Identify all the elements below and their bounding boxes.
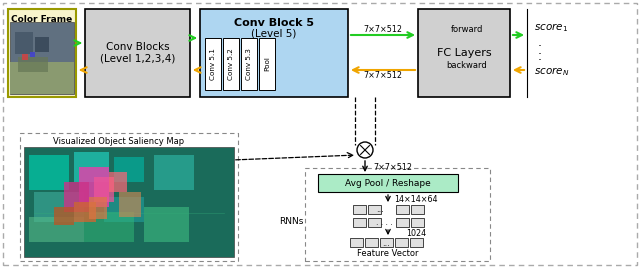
Text: (Level 5): (Level 5) [252, 28, 297, 38]
Text: 7×7×512: 7×7×512 [364, 70, 403, 80]
Bar [353, 218, 366, 227]
Text: 1024: 1024 [406, 229, 426, 239]
Bar [29, 155, 69, 190]
Bar [200, 9, 348, 97]
Bar [396, 205, 409, 214]
Bar [10, 62, 74, 94]
Text: Conv Block 5: Conv Block 5 [234, 18, 314, 28]
Bar [353, 205, 366, 214]
Text: Conv 5.1: Conv 5.1 [210, 48, 216, 80]
Bar [144, 207, 189, 242]
Text: Avg Pool / Reshape: Avg Pool / Reshape [345, 178, 431, 188]
Text: Color Frame: Color Frame [12, 14, 72, 24]
Bar [119, 192, 141, 217]
Bar [259, 38, 275, 90]
Bar [22, 54, 28, 60]
Bar [74, 202, 96, 222]
Bar [94, 177, 114, 202]
Bar [74, 152, 109, 182]
Bar [365, 238, 378, 247]
Bar [18, 57, 48, 72]
Bar [84, 212, 134, 242]
Bar [30, 52, 35, 57]
Bar [205, 38, 221, 90]
Bar [24, 147, 234, 257]
Text: 14×14×64: 14×14×64 [394, 195, 438, 204]
Bar [380, 238, 393, 247]
Text: RNNs: RNNs [278, 218, 303, 226]
Text: ...: ... [376, 205, 384, 214]
Bar [114, 157, 144, 182]
Bar [418, 9, 510, 97]
Bar [241, 38, 257, 90]
Text: forward: forward [451, 25, 483, 35]
Bar [396, 218, 409, 227]
Bar [368, 218, 381, 227]
Bar [89, 197, 107, 219]
Bar [109, 172, 127, 192]
Text: Conv Blocks
(Level 1,2,3,4): Conv Blocks (Level 1,2,3,4) [100, 42, 175, 64]
Bar [29, 217, 84, 242]
Bar [8, 9, 76, 97]
Bar [154, 155, 194, 190]
Bar [410, 238, 423, 247]
Text: ...: ... [382, 239, 390, 248]
Bar [54, 207, 74, 225]
Bar [350, 238, 363, 247]
Text: . . . .: . . . . [376, 218, 392, 227]
Text: Pool: Pool [264, 57, 270, 72]
Bar [411, 218, 424, 227]
Bar [20, 133, 238, 261]
Bar [85, 9, 190, 97]
Bar [104, 197, 144, 222]
Text: Conv 5.2: Conv 5.2 [228, 48, 234, 80]
Bar [34, 192, 84, 222]
Text: $score_1$: $score_1$ [534, 22, 568, 34]
Text: Visualized Object Saliency Map: Visualized Object Saliency Map [53, 137, 184, 147]
Bar [318, 174, 458, 192]
Bar [305, 168, 490, 261]
Text: backward: backward [447, 61, 488, 69]
Text: Feature Vector: Feature Vector [357, 248, 419, 258]
Text: .: . [538, 36, 542, 50]
Bar [35, 37, 49, 52]
Bar [223, 38, 239, 90]
Text: 7×7×512: 7×7×512 [374, 163, 413, 173]
Text: 7×7×512: 7×7×512 [364, 24, 403, 34]
Text: Conv 5.3: Conv 5.3 [246, 48, 252, 80]
Circle shape [357, 142, 373, 158]
Text: FC Layers: FC Layers [436, 48, 492, 58]
Bar [79, 167, 109, 207]
Bar [368, 205, 381, 214]
Bar [411, 205, 424, 214]
Bar [10, 22, 74, 94]
Text: .: . [538, 43, 542, 57]
Bar [395, 238, 408, 247]
Text: $score_N$: $score_N$ [534, 66, 570, 79]
Bar [64, 182, 89, 212]
Bar [15, 32, 33, 54]
Text: .: . [538, 50, 542, 64]
